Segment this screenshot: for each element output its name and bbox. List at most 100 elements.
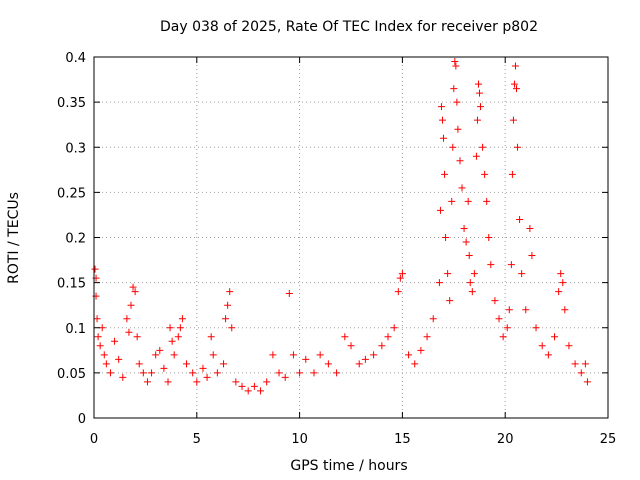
data-point (441, 170, 449, 178)
data-point (561, 306, 569, 314)
data-point (102, 360, 110, 368)
data-point (451, 58, 459, 66)
data-point (244, 387, 252, 395)
data-point (125, 328, 133, 336)
data-point (285, 289, 293, 297)
data-point (238, 382, 246, 390)
y-tick-label: 0.4 (65, 51, 86, 66)
data-point (508, 170, 516, 178)
data-point (228, 324, 236, 332)
data-point (96, 342, 104, 350)
data-point (222, 315, 230, 323)
data-point (577, 369, 585, 377)
data-point (316, 351, 324, 359)
data-point (448, 197, 456, 205)
data-point (513, 85, 521, 93)
y-tick-label: 0.1 (65, 322, 86, 337)
data-point (483, 197, 491, 205)
data-point (437, 103, 445, 111)
data-point (170, 351, 178, 359)
data-point (557, 270, 565, 278)
data-point (361, 355, 369, 363)
data-point (485, 234, 493, 241)
data-point (203, 373, 211, 381)
data-points (91, 58, 591, 395)
data-point (152, 351, 160, 359)
data-point (528, 252, 536, 260)
data-point (472, 152, 480, 160)
data-point (509, 116, 517, 124)
data-point (510, 80, 518, 88)
data-point (220, 360, 228, 368)
data-point (106, 369, 114, 377)
data-point (263, 378, 271, 386)
data-point (583, 378, 591, 386)
data-point (581, 360, 589, 368)
data-point (479, 143, 487, 151)
data-point (551, 333, 559, 341)
data-point (423, 333, 431, 341)
data-point (131, 288, 139, 296)
data-point (199, 364, 207, 372)
x-tick-label: 10 (291, 432, 308, 447)
y-tick-label: 0.25 (57, 186, 86, 201)
x-tick-label: 5 (193, 432, 201, 447)
data-point (449, 143, 457, 151)
data-point (91, 265, 99, 273)
data-point (324, 360, 332, 368)
data-point (129, 283, 137, 291)
data-point (394, 288, 402, 296)
data-point (491, 297, 499, 305)
data-point (127, 301, 135, 309)
data-point (100, 351, 108, 359)
data-point (269, 351, 277, 359)
data-point (390, 324, 398, 332)
data-point (341, 333, 349, 341)
data-point (156, 346, 164, 354)
data-point (176, 324, 184, 332)
data-point (289, 351, 297, 359)
data-point (333, 369, 341, 377)
data-point (555, 288, 563, 296)
data-point (477, 103, 485, 111)
data-point (166, 324, 174, 332)
data-point (111, 337, 119, 345)
data-point (139, 369, 147, 377)
data-point (522, 306, 530, 314)
data-point (446, 297, 454, 305)
data-point (516, 215, 524, 223)
axis-ticks: 0 5 10 15 20 25 0 0.05 0.1 0.15 0.2 0.25 0.3 0.35 0.4 (57, 51, 616, 447)
data-point (503, 324, 511, 332)
data-point (296, 369, 304, 377)
data-point (398, 270, 406, 278)
data-point (183, 360, 191, 368)
data-point (93, 315, 101, 323)
y-tick-label: 0.05 (57, 367, 86, 382)
data-point (226, 288, 234, 296)
data-point (207, 333, 215, 341)
y-tick-label: 0.3 (65, 141, 86, 156)
data-point (507, 261, 515, 269)
data-point (456, 157, 464, 165)
data-point (495, 315, 503, 323)
data-point (526, 224, 534, 232)
data-point (160, 364, 168, 372)
data-point (571, 360, 579, 368)
data-point (565, 342, 573, 350)
data-point (429, 315, 437, 323)
data-point (94, 333, 102, 341)
data-point (209, 351, 217, 359)
data-point (355, 360, 363, 368)
data-point (466, 279, 474, 287)
data-point (474, 80, 482, 88)
data-point (438, 116, 446, 124)
data-point (213, 369, 221, 377)
y-tick-label: 0.15 (57, 277, 86, 292)
data-point (275, 369, 283, 377)
data-point (442, 234, 450, 241)
data-point (135, 360, 143, 368)
data-point (481, 170, 489, 178)
data-point (370, 351, 378, 359)
data-point (453, 98, 461, 106)
